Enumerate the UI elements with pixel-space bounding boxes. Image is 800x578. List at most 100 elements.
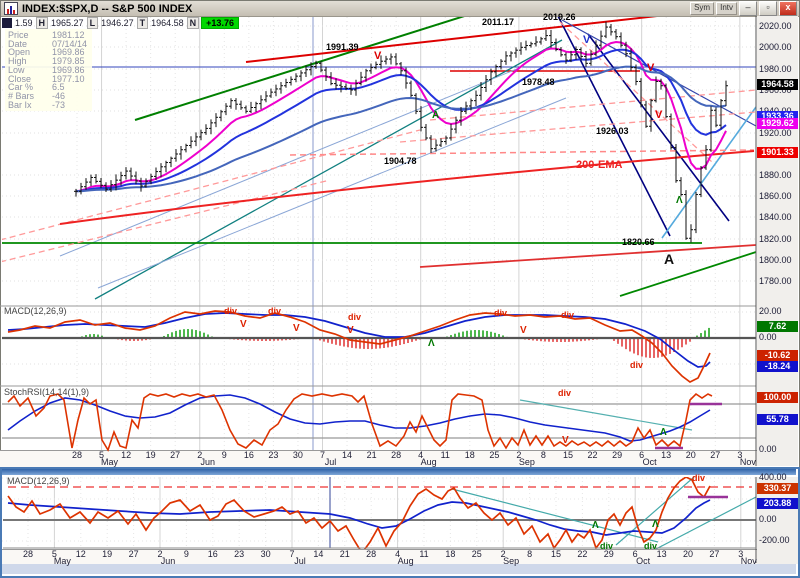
sym-button[interactable]: Sym bbox=[690, 2, 715, 15]
close-button[interactable]: x bbox=[779, 1, 797, 16]
info-row: Bar Ix -73 bbox=[8, 99, 87, 110]
date-label: 23 bbox=[268, 450, 279, 460]
date-label: 25 bbox=[489, 450, 500, 460]
macd-scale-tick: 20.00 bbox=[759, 306, 782, 316]
date-label: 7 bbox=[289, 549, 295, 559]
date-label: 28 bbox=[366, 549, 377, 559]
macd-panel[interactable] bbox=[2, 307, 756, 386]
price-scale-tick: 1960.00 bbox=[759, 85, 792, 95]
month-label: May bbox=[101, 457, 119, 467]
date-label: 19 bbox=[145, 450, 156, 460]
month-label: Nov bbox=[740, 556, 757, 566]
date-label: 2 bbox=[516, 450, 522, 460]
date-label: 27 bbox=[128, 549, 139, 559]
price-scale-tick: 1840.00 bbox=[759, 212, 792, 222]
date-label: 20 bbox=[682, 549, 693, 559]
date-label: 22 bbox=[577, 549, 588, 559]
date-label: 7 bbox=[319, 450, 325, 460]
minimize-button[interactable]: – bbox=[739, 1, 757, 16]
info-value: 07/14/14 bbox=[52, 38, 88, 49]
date-label: 2 bbox=[157, 549, 163, 559]
stoch-badge: 55.78 bbox=[757, 414, 798, 425]
secondary-badge: 330.37 bbox=[757, 483, 798, 494]
info-value: 6.5 bbox=[52, 82, 65, 93]
quote-field-value: 1946.27 bbox=[101, 18, 134, 28]
window-titlebar[interactable]: INDEX:$SPX,D -- S&P 500 INDEX Sym Intv –… bbox=[1, 1, 799, 17]
info-value: 1969.86 bbox=[52, 47, 85, 58]
date-label: 21 bbox=[339, 549, 350, 559]
info-label: Car % bbox=[8, 82, 34, 93]
macd-badge: -10.62 bbox=[757, 350, 798, 361]
maximize-button[interactable]: ▫ bbox=[759, 1, 777, 16]
date-label: 18 bbox=[464, 450, 475, 460]
info-label: Bar Ix bbox=[8, 99, 32, 110]
date-label: 2 bbox=[197, 450, 203, 460]
date-label: 16 bbox=[243, 450, 254, 460]
date-label: 29 bbox=[603, 549, 614, 559]
date-label: 8 bbox=[540, 450, 546, 460]
month-label: Jul bbox=[294, 556, 306, 566]
intv-button[interactable]: Intv bbox=[716, 2, 737, 15]
window-title: INDEX:$SPX,D -- S&P 500 INDEX bbox=[22, 2, 193, 15]
price-scale-tick: 1980.00 bbox=[759, 64, 792, 74]
date-label: 5 bbox=[51, 549, 57, 559]
month-label: Jun bbox=[200, 457, 215, 467]
date-label: 5 bbox=[99, 450, 105, 460]
annotation: 1820.66 bbox=[622, 237, 655, 247]
date-label: 12 bbox=[75, 549, 86, 559]
quote-left-value: 1.59 bbox=[15, 18, 33, 28]
quote-field-label: L bbox=[86, 17, 99, 29]
date-label: 13 bbox=[661, 450, 672, 460]
secondary-window-titlebar[interactable] bbox=[2, 469, 796, 475]
date-label: 29 bbox=[612, 450, 623, 460]
info-label: Low bbox=[8, 64, 25, 75]
date-label: 8 bbox=[527, 549, 533, 559]
date-label: 2 bbox=[500, 549, 506, 559]
secondary-scale-tick: -200.00 bbox=[759, 535, 790, 545]
info-label: Date bbox=[8, 38, 28, 49]
price-scale-tick: 1820.00 bbox=[759, 234, 792, 244]
price-scale-tick: 1920.00 bbox=[759, 128, 792, 138]
stoch-badge: 100.00 bbox=[757, 392, 798, 403]
info-row: Price 1981.12 bbox=[8, 31, 87, 40]
price-scale-tick: 1780.00 bbox=[759, 276, 792, 286]
date-label: 27 bbox=[709, 549, 720, 559]
info-value: 1981.12 bbox=[52, 30, 85, 40]
date-label: 13 bbox=[656, 549, 667, 559]
stochrsi-panel[interactable] bbox=[2, 387, 756, 452]
price-badge: 1929.62 bbox=[757, 118, 798, 129]
date-label: 12 bbox=[121, 450, 132, 460]
month-label: Aug bbox=[420, 457, 437, 467]
date-label: 28 bbox=[391, 450, 402, 460]
price-badge: 1964.58 bbox=[757, 79, 798, 90]
month-label: Aug bbox=[397, 556, 414, 566]
date-label: 20 bbox=[685, 450, 696, 460]
date-label: 6 bbox=[639, 450, 645, 460]
secondary-date-axis[interactable] bbox=[2, 549, 757, 565]
info-row: Car % 6.5 bbox=[8, 83, 87, 92]
stoch-scale-tick: 0.00 bbox=[759, 444, 777, 454]
info-label: Open bbox=[8, 47, 31, 58]
date-label: 27 bbox=[710, 450, 721, 460]
date-label: 30 bbox=[292, 450, 303, 460]
date-label: 11 bbox=[419, 549, 429, 559]
month-label: May bbox=[53, 556, 71, 566]
date-label: 3 bbox=[738, 549, 744, 559]
price-scale-tick: 2020.00 bbox=[759, 21, 792, 31]
price-panel[interactable] bbox=[2, 17, 756, 306]
info-row: High 1979.85 bbox=[8, 57, 87, 66]
date-label: 9 bbox=[183, 549, 189, 559]
month-label: Jun bbox=[160, 556, 176, 566]
info-label: High bbox=[8, 56, 27, 67]
info-label: Close bbox=[8, 73, 32, 84]
info-label: Price bbox=[8, 30, 29, 40]
secondary-macd-panel[interactable] bbox=[3, 477, 756, 548]
price-scale-column[interactable] bbox=[757, 16, 798, 466]
macd-badge: 7.62 bbox=[757, 321, 798, 332]
date-label: 18 bbox=[445, 549, 456, 559]
date-label: 15 bbox=[550, 549, 561, 559]
info-value: 1979.85 bbox=[52, 56, 85, 67]
date-label: 25 bbox=[471, 549, 482, 559]
date-label: 28 bbox=[71, 450, 82, 460]
